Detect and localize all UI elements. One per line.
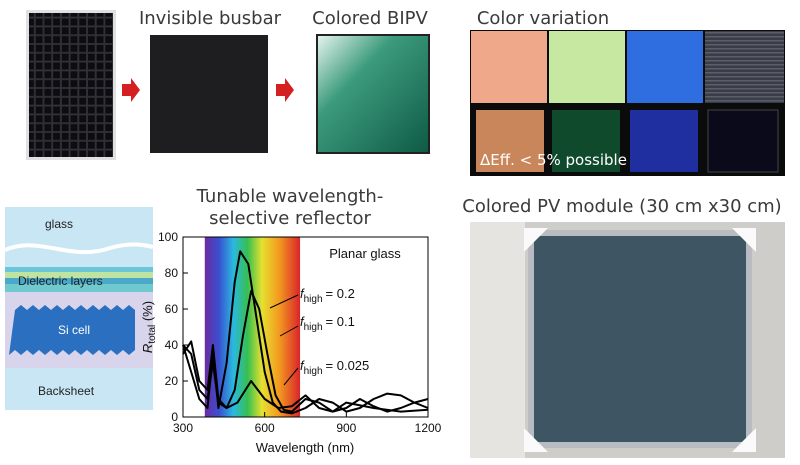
y-tick-label: 80 [165, 266, 179, 280]
series-line [182, 340, 429, 413]
symbol: f [300, 286, 305, 301]
value: = 0.025 [326, 358, 370, 373]
heading: Color variation [477, 8, 609, 29]
layer [5, 267, 153, 272]
heading: Colored PV module (30 cm x30 cm) [462, 196, 781, 217]
series-label: fhigh = 0.025 [300, 358, 369, 377]
wave [4, 242, 154, 255]
layer [5, 272, 153, 278]
y-tick-label: 20 [165, 374, 179, 388]
si-cell [9, 305, 135, 355]
layer-label: glass [45, 217, 73, 231]
y-tick-label: 0 [171, 410, 178, 424]
corner [524, 428, 548, 452]
panel-cells [29, 13, 113, 157]
y-tick-label: 60 [165, 302, 179, 316]
y-label-subscript: total [147, 325, 158, 344]
module-panel [534, 236, 746, 442]
tile [627, 31, 703, 103]
leader [269, 294, 299, 309]
x-tick-label: 300 [173, 421, 193, 435]
symbol: f [300, 314, 305, 329]
subscript: high [304, 322, 323, 333]
arrow [122, 78, 140, 102]
tile [476, 110, 544, 172]
busbar-panel [150, 35, 268, 153]
corner [732, 228, 756, 252]
layer [5, 278, 153, 284]
plot-frame [182, 236, 429, 418]
tile [552, 110, 620, 172]
series-label: fhigh = 0.2 [300, 286, 355, 305]
y-label-unit: (%) [140, 301, 155, 325]
corner [732, 428, 756, 452]
tile [707, 109, 779, 173]
heading: Tunable wavelength- [196, 186, 384, 207]
heading: selective reflector [209, 208, 371, 229]
leader [279, 325, 299, 337]
layer-label: Si cell [58, 323, 90, 337]
layer [5, 284, 153, 292]
arrow [276, 78, 294, 102]
x-tick-label: 1200 [415, 421, 442, 435]
tile [630, 110, 698, 172]
tile [471, 31, 547, 103]
tile [549, 31, 625, 103]
subscript: high [304, 366, 323, 377]
annotation: Planar glass [329, 246, 401, 261]
series-label: fhigh = 0.1 [300, 314, 355, 333]
leader [283, 367, 299, 386]
value: = 0.2 [326, 286, 355, 301]
y-label-symbol: R [140, 344, 155, 353]
x-tick-label: 600 [255, 421, 275, 435]
symbol: f [300, 358, 305, 373]
tile [705, 31, 784, 103]
heading: Colored BIPV [312, 8, 428, 29]
x-tick-label: 900 [336, 421, 356, 435]
x-axis-label: Wavelength (nm) [256, 440, 355, 455]
layer-label: Dielectric layers [18, 274, 103, 288]
spectrum-band [204, 237, 301, 417]
efficiency-note: ΔEff. < 5% possible [480, 151, 627, 169]
series-line [182, 290, 429, 413]
y-tick-label: 40 [165, 338, 179, 352]
wall [470, 222, 525, 458]
heading: Invisible busbar [139, 8, 282, 29]
layer-label: Backsheet [38, 384, 95, 398]
backsheet-layer [5, 368, 153, 410]
value: = 0.1 [326, 314, 355, 329]
chart: 300 600 900 1200 0 20 40 60 80 100 [158, 230, 442, 435]
y-axis-label: Rtotal (%) [140, 301, 158, 353]
glass-layer [5, 207, 153, 267]
bipv-panel [316, 34, 430, 154]
corner [524, 228, 548, 252]
y-tick-label: 100 [158, 230, 178, 244]
subscript: high [304, 294, 323, 305]
